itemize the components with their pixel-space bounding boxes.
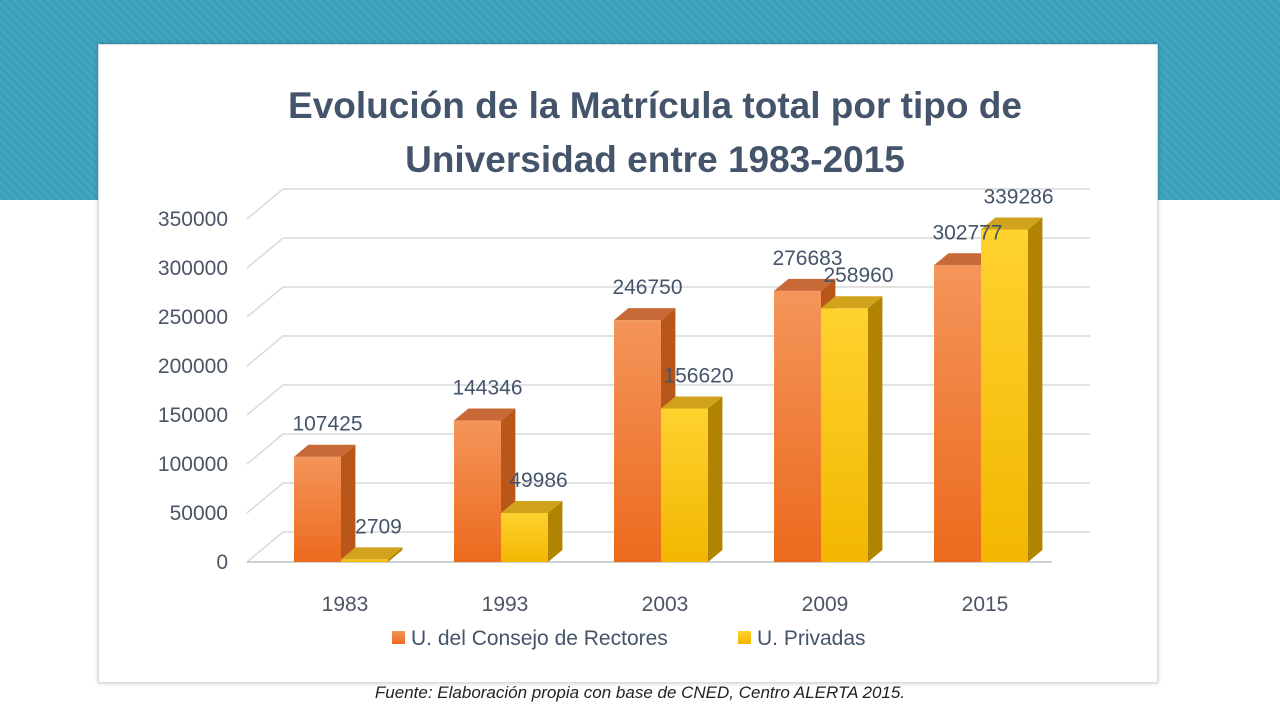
data-labels: 107425 2709 144346 49986 246750 156620 2766832… [292, 185, 1053, 538]
source-note: Fuente: Elaboración propia con base de C… [374, 683, 906, 702]
bar [821, 296, 883, 562]
bar-top [614, 308, 676, 321]
bar-side [868, 296, 883, 562]
bar [341, 547, 403, 562]
bar-top [341, 547, 403, 560]
bar [454, 408, 516, 562]
data-label: 246750 [612, 276, 682, 299]
data-label: 49986 [509, 469, 567, 492]
legend-label-consejo: U. del Consejo de Rectores [411, 627, 668, 650]
legend: U. del Consejo de Rectores U. Privadas [392, 627, 866, 650]
bar-front [774, 290, 821, 562]
data-label: 276683 [772, 247, 842, 270]
legend-swatch-consejo [392, 631, 405, 644]
data-label: 156620 [663, 365, 733, 388]
bar-front [501, 513, 548, 562]
bar [294, 444, 356, 562]
bar-side [708, 396, 723, 562]
data-label: 302777 [932, 221, 1002, 244]
x-tick-label: 1983 [322, 593, 369, 616]
bar-top [661, 396, 723, 409]
data-label: 107425 [292, 413, 362, 436]
data-label: 339286 [983, 185, 1053, 208]
bar-front [661, 408, 708, 562]
y-axis-ticks: 0 50000 100000 150000 200000 250000 300000 3500… [158, 208, 228, 574]
bar-side [1028, 217, 1043, 562]
bar-front [614, 320, 661, 562]
y-tick-label: 100000 [158, 453, 228, 476]
bar-top [981, 217, 1043, 230]
legend-swatch-privadas [738, 631, 751, 644]
y-tick-label: 150000 [158, 404, 228, 427]
bar-front [454, 420, 501, 562]
chart-title-line-2: Universidad entre 1983-2015 [405, 139, 905, 180]
bar [661, 396, 723, 562]
bar-front [821, 308, 868, 562]
x-tick-label: 2015 [962, 593, 1009, 616]
bar-top [774, 278, 836, 291]
x-tick-label: 2003 [642, 593, 689, 616]
bar-top [294, 444, 356, 457]
gridline [246, 237, 1090, 269]
bar-side [388, 547, 403, 562]
bar-front [341, 559, 388, 562]
y-tick-label: 300000 [158, 257, 228, 280]
legend-label-privadas: U. Privadas [757, 627, 866, 650]
data-label: 258960 [823, 264, 893, 287]
bar-front [294, 456, 341, 562]
chart-title-line-1: Evolución de la Matrícula total por tipo… [288, 85, 1022, 126]
bar-top [501, 501, 563, 514]
x-tick-label: 1993 [482, 593, 529, 616]
bar [981, 217, 1043, 562]
bars [294, 217, 1043, 562]
x-axis-ticks: 1983 1993 2003 2009 2015 [322, 593, 1009, 616]
bar-top [934, 253, 996, 266]
bar-top [454, 408, 516, 421]
y-tick-label: 350000 [158, 208, 228, 231]
bar-side [548, 501, 563, 562]
y-tick-label: 0 [216, 551, 228, 574]
y-tick-label: 200000 [158, 355, 228, 378]
bar-side [341, 444, 356, 562]
bar [501, 501, 563, 562]
y-tick-label: 50000 [170, 502, 228, 525]
data-label: 144346 [452, 377, 522, 400]
y-tick-label: 250000 [158, 306, 228, 329]
bar-front [981, 229, 1028, 562]
data-label: 2709 [355, 515, 402, 538]
bar-top [821, 296, 883, 309]
gridline [246, 188, 1090, 220]
bar-front [934, 265, 981, 562]
x-tick-label: 2009 [802, 593, 849, 616]
